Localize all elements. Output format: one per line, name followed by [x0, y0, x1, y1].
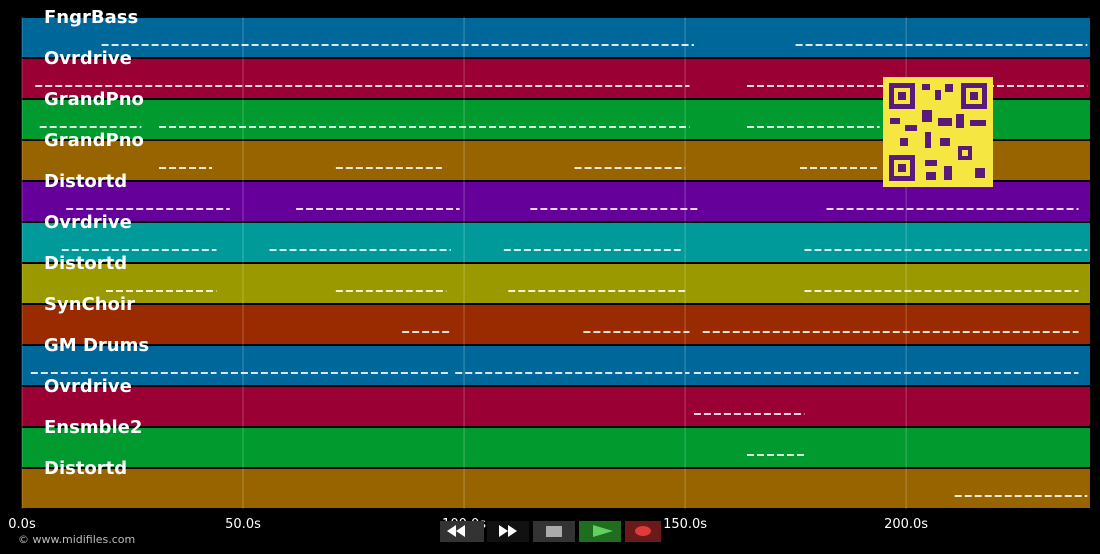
play-button[interactable] — [579, 521, 621, 542]
track-name: Ensmble2 — [44, 417, 142, 438]
track-name: Ovrdrive — [44, 376, 132, 397]
x-tick-label: 0.0s — [8, 517, 36, 532]
track-name: Distortd — [44, 458, 127, 479]
track-row — [22, 264, 1090, 303]
transport-controls — [440, 521, 661, 542]
track-row — [22, 305, 1090, 344]
qr-code — [883, 77, 993, 187]
x-tick-label: 200.0s — [884, 517, 928, 532]
track-row — [22, 223, 1090, 262]
track-name: GrandPno — [44, 130, 144, 151]
x-tick-label: 150.0s — [663, 517, 707, 532]
track-name: Ovrdrive — [44, 212, 132, 233]
track-name: FngrBass — [44, 7, 138, 28]
track-name: GrandPno — [44, 89, 144, 110]
track-row — [22, 469, 1090, 508]
notes — [30, 44, 1088, 497]
track-name: Distortd — [44, 253, 127, 274]
stop-button[interactable] — [533, 521, 575, 542]
track-row — [22, 18, 1090, 57]
track-row — [22, 387, 1090, 426]
fast-forward-button[interactable] — [487, 521, 529, 542]
track-name: Distortd — [44, 171, 127, 192]
track-labels: FngrBass Ovrdrive GrandPno GrandPno Distortd… — [44, 7, 149, 479]
track-name: SynChoir — [44, 294, 135, 315]
track-row — [22, 428, 1090, 467]
record-button[interactable] — [625, 521, 661, 542]
x-tick-label: 50.0s — [225, 517, 261, 532]
track-row — [22, 346, 1090, 385]
copyright: © www.midifiles.com — [18, 533, 135, 546]
track-name: GM Drums — [44, 335, 149, 356]
track-name: Ovrdrive — [44, 48, 132, 69]
track-row — [22, 182, 1090, 221]
rewind-button[interactable] — [440, 521, 484, 542]
